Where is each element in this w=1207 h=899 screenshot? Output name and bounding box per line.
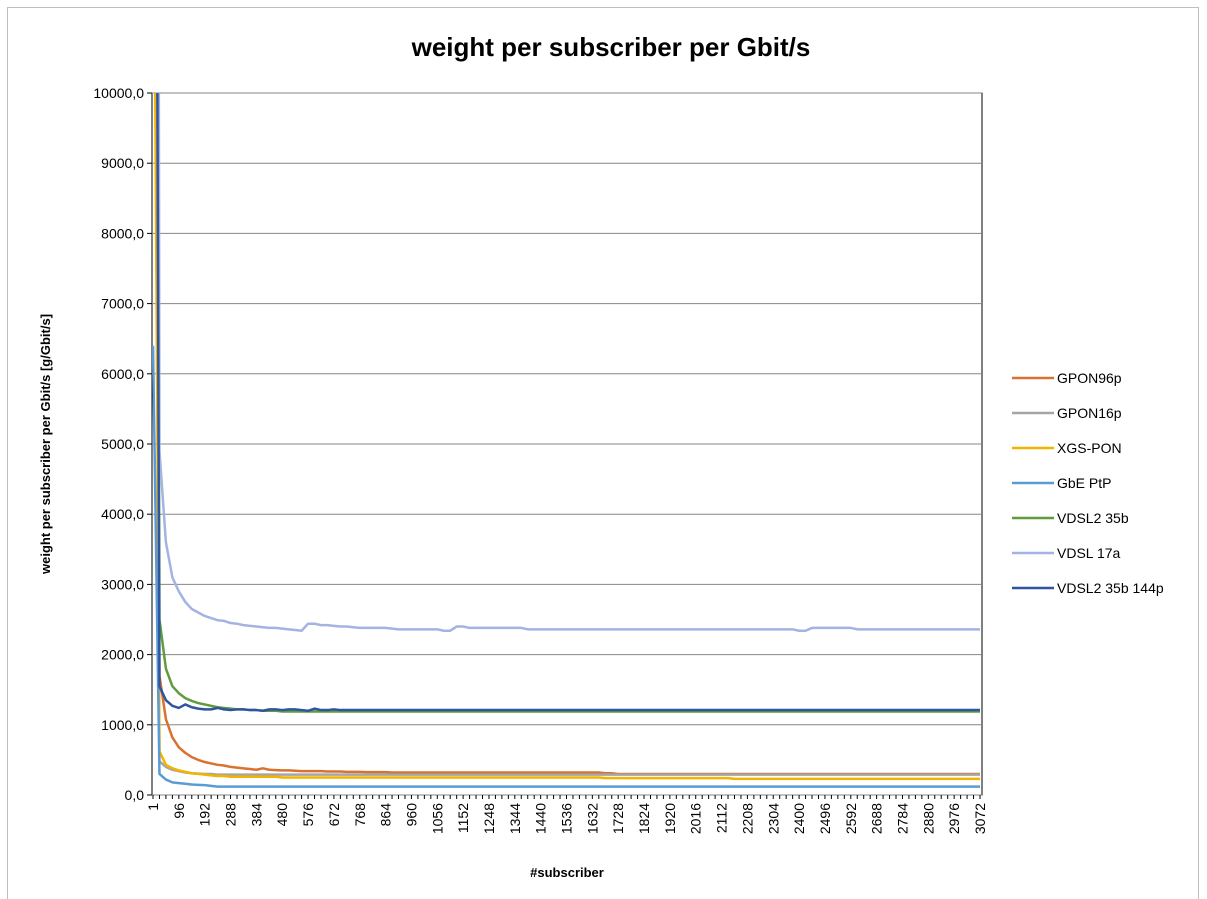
plot-lines (152, 93, 980, 788)
series-line (156, 93, 980, 713)
x-tick-label: 672 (326, 803, 342, 827)
x-tick-label: 1344 (507, 803, 523, 834)
y-tick-label: 10000,0 (93, 85, 144, 101)
x-tick-label: 2208 (739, 803, 755, 834)
x-tick-label: 2112 (714, 803, 730, 833)
x-tick-label: 1824 (636, 803, 652, 834)
x-tick-label: 1440 (533, 803, 549, 834)
x-tick-label: 960 (403, 803, 419, 827)
x-tick-label: 2400 (791, 803, 807, 834)
x-tick-label: 1 (145, 803, 161, 811)
chart-title: weight per subscriber per Gbit/s (411, 32, 811, 62)
x-tick-label: 96 (171, 803, 187, 819)
legend-label: GbE PtP (1057, 475, 1111, 491)
x-tick-label: 192 (197, 803, 213, 827)
legend-label: VDSL2 35b 144p (1057, 580, 1164, 596)
x-tick-label: 1248 (481, 803, 497, 834)
x-tick-label: 576 (300, 803, 316, 827)
y-tick-label: 2000,0 (101, 647, 144, 663)
x-tick-label: 3072 (972, 803, 988, 834)
x-tick-label: 1728 (610, 803, 626, 834)
y-tick-label: 8000,0 (101, 225, 144, 241)
y-tick-label: 0,0 (125, 787, 145, 803)
x-tick-label: 2304 (765, 803, 781, 834)
legend-label: GPON16p (1057, 405, 1122, 421)
y-tick-label: 5000,0 (101, 436, 144, 452)
x-tick-label: 2016 (688, 803, 704, 834)
x-tick-label: 2976 (946, 803, 962, 834)
series-line (152, 345, 980, 788)
y-tick-label: 9000,0 (101, 155, 144, 171)
legend-label: GPON96p (1057, 370, 1122, 386)
x-tick-label: 1056 (429, 803, 445, 834)
x-tick-label: 384 (248, 803, 264, 827)
series-line (153, 93, 980, 781)
series-line (157, 93, 980, 632)
x-axis-label: #subscriber (530, 865, 604, 880)
y-tick-label: 6000,0 (101, 366, 144, 382)
x-tick-label: 768 (352, 803, 368, 827)
x-tick-label: 2496 (817, 803, 833, 834)
x-tick-label: 1632 (584, 803, 600, 834)
y-tick-label: 4000,0 (101, 506, 144, 522)
x-tick-label: 2592 (843, 803, 859, 834)
series-line (155, 93, 980, 776)
legend-label: VDSL 17a (1057, 545, 1121, 561)
chart-border (7, 7, 1199, 899)
x-tick-label: 2688 (869, 803, 885, 834)
x-tick-label: 2784 (894, 803, 910, 834)
x-tick-label: 864 (378, 803, 394, 827)
x-tick-label: 1920 (662, 803, 678, 834)
legend-label: XGS-PON (1057, 440, 1122, 456)
y-tick-label: 7000,0 (101, 296, 144, 312)
legend-label: VDSL2 35b (1057, 510, 1129, 526)
y-tick-label: 3000,0 (101, 576, 144, 592)
series-line (156, 93, 980, 713)
x-tick-label: 1536 (559, 803, 575, 834)
y-tick-label: 1000,0 (101, 717, 144, 733)
x-tick-label: 2880 (920, 803, 936, 834)
x-tick-label: 1152 (455, 803, 471, 833)
y-axis-label: weight per subscriber per Gbit/s [g/Gbit… (38, 314, 53, 575)
x-tick-label: 288 (223, 803, 239, 827)
x-tick-label: 480 (274, 803, 290, 827)
